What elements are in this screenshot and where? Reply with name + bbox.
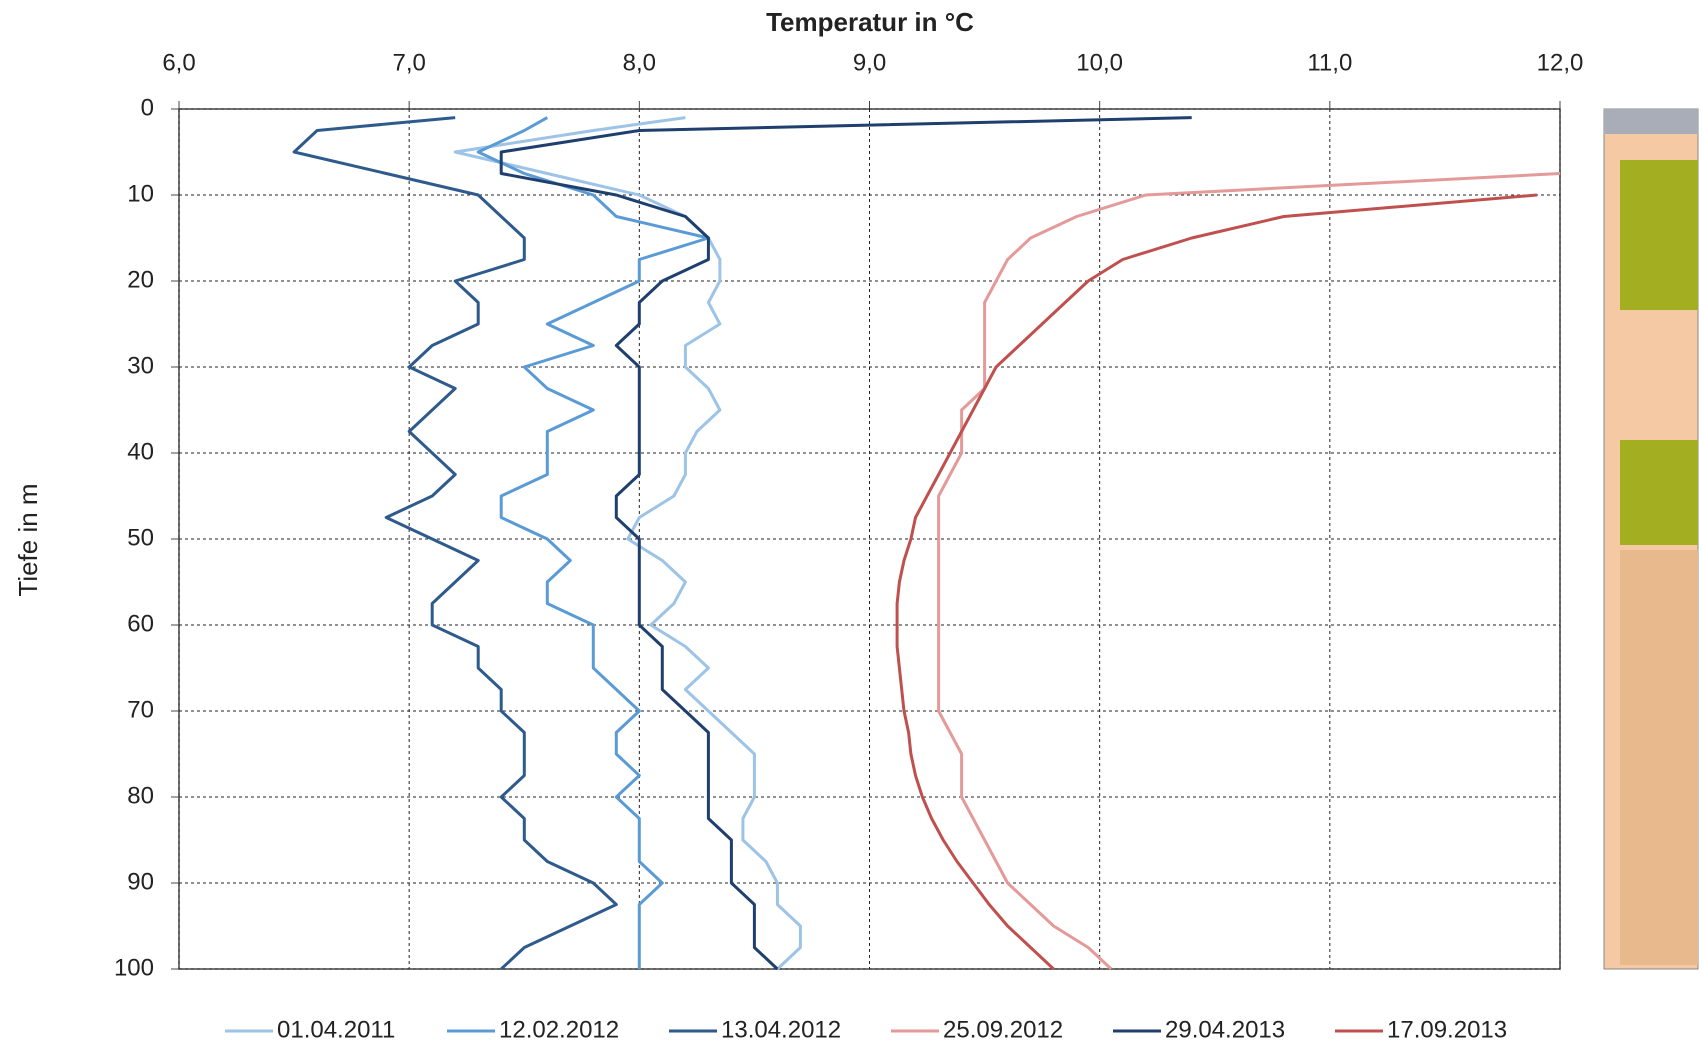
depth-tick-label: 70 xyxy=(127,696,154,723)
depth-tick-label: 0 xyxy=(141,94,154,121)
series-line xyxy=(453,116,802,971)
temp-tick-label: 11,0 xyxy=(1307,49,1352,76)
strat-column xyxy=(1603,108,1699,970)
depth-tick-label: 50 xyxy=(127,524,154,551)
legend-label: 12.02.2012 xyxy=(499,1016,619,1043)
legend-label: 25.09.2012 xyxy=(943,1016,1063,1043)
x-axis-title: Temperatur in °C xyxy=(766,7,974,37)
legend-label: 13.04.2012 xyxy=(721,1016,841,1043)
column-layer xyxy=(1620,160,1698,310)
depth-tick-label: 40 xyxy=(127,438,154,465)
series-line xyxy=(292,116,618,971)
depth-tick-label: 20 xyxy=(127,266,154,293)
depth-tick-label: 90 xyxy=(127,868,154,895)
legend-label: 29.04.2013 xyxy=(1165,1016,1285,1043)
series-line xyxy=(476,116,710,969)
temp-tick-label: 9,0 xyxy=(853,49,886,76)
depth-tick-label: 60 xyxy=(127,610,154,637)
series-line xyxy=(499,116,1192,971)
column-layer xyxy=(1620,440,1698,545)
legend-label: 01.04.2011 xyxy=(277,1016,395,1043)
column-layer xyxy=(1620,550,1698,965)
temp-tick-label: 12,0 xyxy=(1537,49,1584,76)
depth-tick-label: 30 xyxy=(127,352,154,379)
series-line xyxy=(937,172,1561,971)
temp-tick-label: 7,0 xyxy=(392,49,425,76)
series-line xyxy=(895,193,1538,971)
temp-tick-label: 6,0 xyxy=(162,49,195,76)
depth-tick-label: 80 xyxy=(127,782,154,809)
temp-tick-label: 10,0 xyxy=(1076,49,1123,76)
depth-tick-label: 100 xyxy=(114,954,154,981)
column-layer xyxy=(1604,109,1698,134)
temp-tick-label: 8,0 xyxy=(623,49,656,76)
depth-tick-label: 10 xyxy=(127,180,154,207)
legend-label: 17.09.2013 xyxy=(1387,1016,1507,1043)
y-axis-title: Tiefe in m xyxy=(13,483,43,596)
